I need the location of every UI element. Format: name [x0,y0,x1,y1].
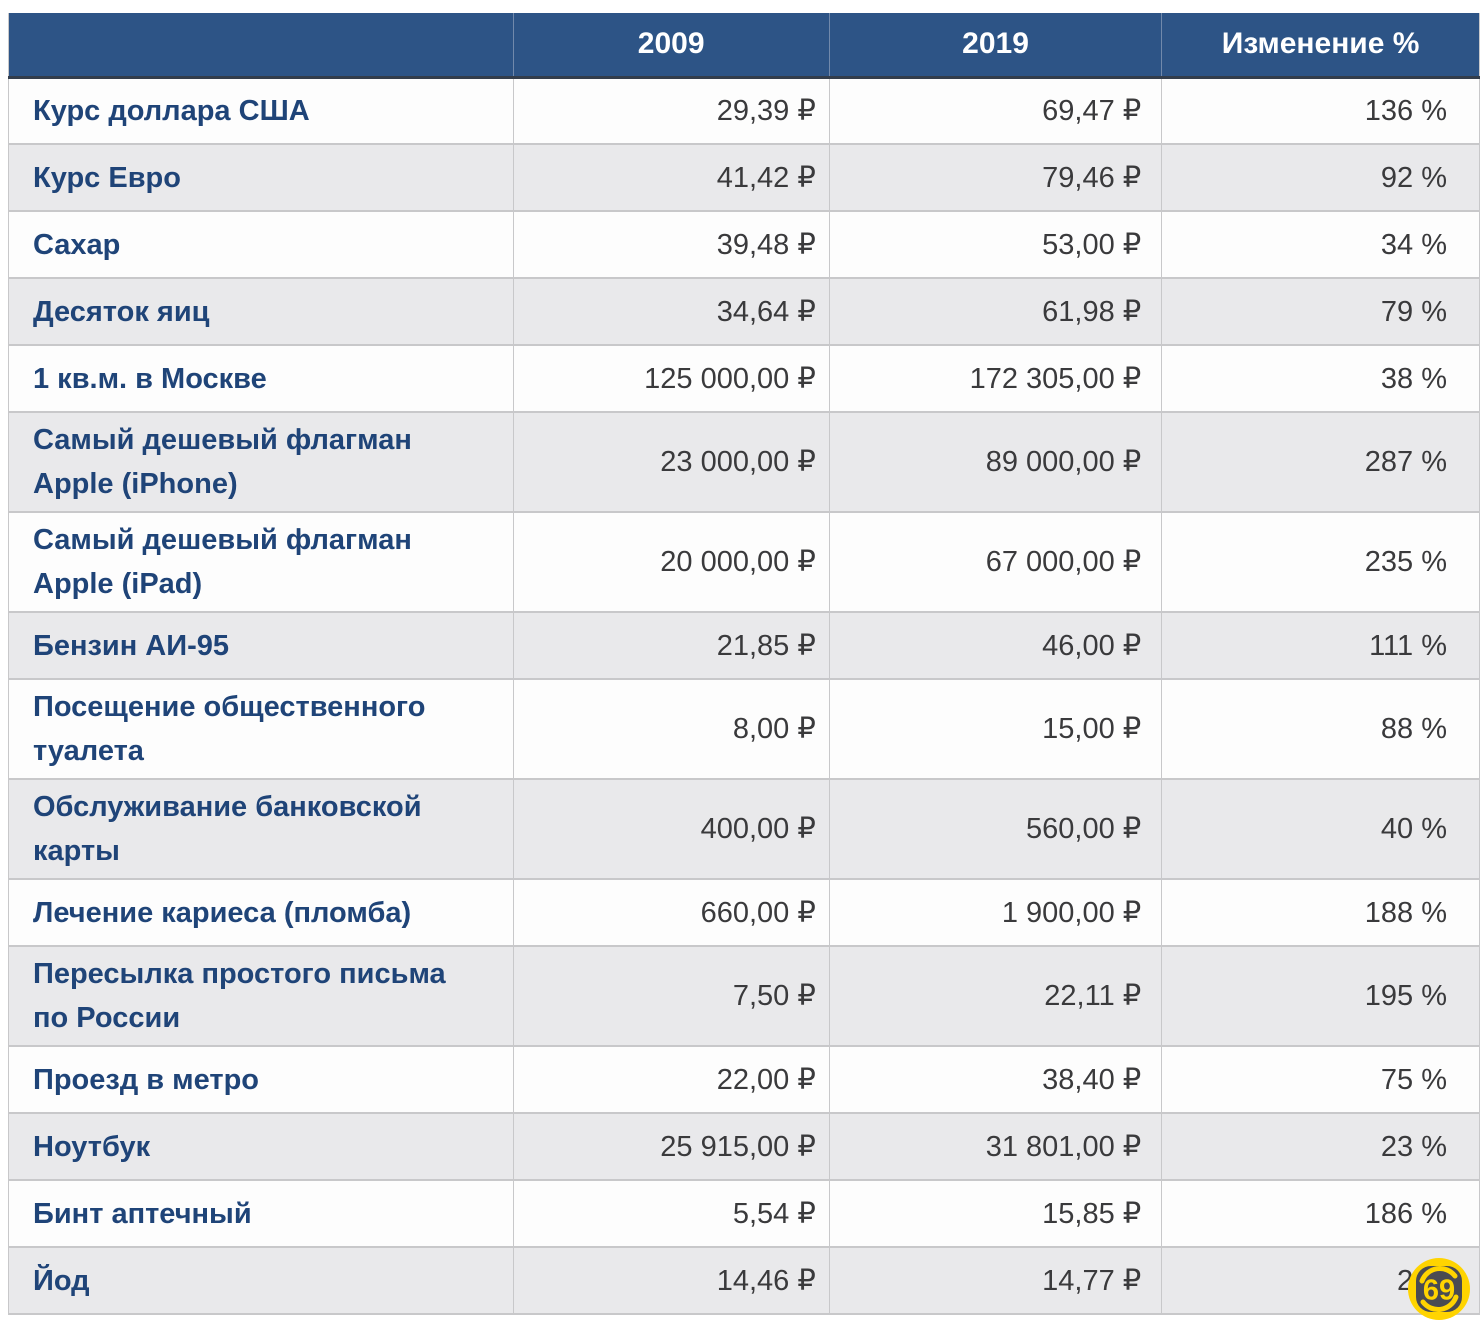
price-2019: 61,98 ₽ [828,278,1162,346]
price-2009: 25 915,00 ₽ [512,1113,830,1181]
table-row: Проезд в метро 22,00 ₽38,40 ₽75 % [8,1046,1480,1114]
price-2009: 34,64 ₽ [512,278,830,346]
change-percent: 235 % [1161,512,1480,613]
price-2019: 560,00 ₽ [828,779,1162,880]
price-2019: 89 000,00 ₽ [828,412,1162,513]
price-2009: 22,00 ₽ [512,1046,830,1114]
row-label: Пересылка простого письма по России [8,946,514,1047]
column-header-2019: 2019 [828,13,1162,79]
change-percent: 88 % [1161,679,1480,780]
price-2009: 39,48 ₽ [512,211,830,279]
table-row: Самый дешевый флагман Apple (iPad) 20 000… [8,512,1480,613]
row-label: Курс доллара США [8,77,514,145]
change-percent: 79 % [1161,278,1480,346]
price-comparison-table-wrap: 2009 2019 Изменение % Курс доллара США 29… [8,13,1480,1315]
price-2009: 8,00 ₽ [512,679,830,780]
table-row: 1 кв.м. в Москве 125 000,00 ₽172 305,00 ₽… [8,345,1480,413]
column-header-blank [8,13,514,79]
row-label: Самый дешевый флагман Apple (iPad) [8,512,514,613]
row-label: Бинт аптечный [8,1180,514,1248]
price-2009: 14,46 ₽ [512,1247,830,1315]
table-row: Сахар 39,48 ₽53,00 ₽34 % [8,211,1480,279]
change-percent: 195 % [1161,946,1480,1047]
price-2019: 22,11 ₽ [828,946,1162,1047]
row-label: Самый дешевый флагман Apple (iPhone) [8,412,514,513]
table-row: Десяток яиц 34,64 ₽61,98 ₽79 % [8,278,1480,346]
price-2009: 125 000,00 ₽ [512,345,830,413]
change-percent: 136 % [1161,77,1480,145]
price-2019: 31 801,00 ₽ [828,1113,1162,1181]
price-2019: 67 000,00 ₽ [828,512,1162,613]
price-2009: 20 000,00 ₽ [512,512,830,613]
smiley-69-icon: 69 [1408,1258,1470,1320]
row-label: Обслуживание банковской карты [8,779,514,880]
price-2019: 46,00 ₽ [828,612,1162,680]
row-label: Лечение кариеса (пломба) [8,879,514,947]
row-label: Ноутбук [8,1113,514,1181]
svg-text:69: 69 [1423,1275,1455,1307]
row-label: Десяток яиц [8,278,514,346]
row-label: 1 кв.м. в Москве [8,345,514,413]
table-row: Бензин АИ-95 21,85 ₽46,00 ₽111 % [8,612,1480,680]
row-label: Посещение общественного туалета [8,679,514,780]
change-percent: 38 % [1161,345,1480,413]
table-row: Посещение общественного туалета 8,00 ₽15,… [8,679,1480,780]
row-label: Йод [8,1247,514,1315]
price-2019: 69,47 ₽ [828,77,1162,145]
change-percent: 188 % [1161,879,1480,947]
price-2009: 5,54 ₽ [512,1180,830,1248]
row-label: Сахар [8,211,514,279]
price-2019: 38,40 ₽ [828,1046,1162,1114]
change-percent: 75 % [1161,1046,1480,1114]
price-2009: 29,39 ₽ [512,77,830,145]
table-row: Пересылка простого письма по России 7,50 … [8,946,1480,1047]
table-row: Ноутбук 25 915,00 ₽31 801,00 ₽23 % [8,1113,1480,1181]
column-header-2009: 2009 [512,13,830,79]
price-2009: 21,85 ₽ [512,612,830,680]
change-percent: 40 % [1161,779,1480,880]
row-label: Бензин АИ-95 [8,612,514,680]
price-2009: 400,00 ₽ [512,779,830,880]
table-header-row: 2009 2019 Изменение % [8,13,1480,79]
price-2009: 41,42 ₽ [512,144,830,212]
price-2019: 1 900,00 ₽ [828,879,1162,947]
change-percent: 186 % [1161,1180,1480,1248]
table-row: Курс Евро 41,42 ₽79,46 ₽92 % [8,144,1480,212]
price-comparison-table: 2009 2019 Изменение % Курс доллара США 29… [8,13,1480,1315]
table-row: Самый дешевый флагман Apple (iPhone) 23 0… [8,412,1480,513]
row-label: Проезд в метро [8,1046,514,1114]
price-2019: 53,00 ₽ [828,211,1162,279]
price-2009: 23 000,00 ₽ [512,412,830,513]
table-row: Бинт аптечный 5,54 ₽15,85 ₽186 % [8,1180,1480,1248]
row-label: Курс Евро [8,144,514,212]
watermark-logo: 69 [1408,1258,1470,1320]
price-2019: 14,77 ₽ [828,1247,1162,1315]
price-2019: 172 305,00 ₽ [828,345,1162,413]
change-percent: 92 % [1161,144,1480,212]
price-2009: 660,00 ₽ [512,879,830,947]
change-percent: 287 % [1161,412,1480,513]
change-percent: 111 % [1161,612,1480,680]
column-header-change: Изменение % [1161,13,1480,79]
price-2009: 7,50 ₽ [512,946,830,1047]
table-row: Лечение кариеса (пломба) 660,00 ₽1 900,00… [8,879,1480,947]
change-percent: 23 % [1161,1113,1480,1181]
table-row: Курс доллара США 29,39 ₽69,47 ₽136 % [8,77,1480,145]
table-body: Курс доллара США 29,39 ₽69,47 ₽136 % Курс … [8,77,1480,1315]
change-percent: 34 % [1161,211,1480,279]
table-row: Обслуживание банковской карты 400,00 ₽560… [8,779,1480,880]
price-2019: 15,85 ₽ [828,1180,1162,1248]
price-2019: 15,00 ₽ [828,679,1162,780]
price-2019: 79,46 ₽ [828,144,1162,212]
